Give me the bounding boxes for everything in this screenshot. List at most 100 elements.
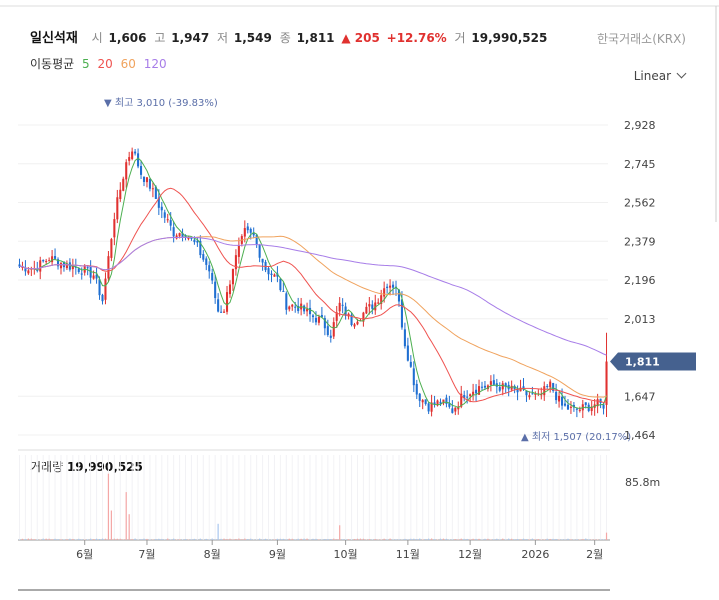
volume-bar bbox=[312, 538, 314, 540]
volume-bar bbox=[193, 538, 196, 540]
candle-body bbox=[578, 409, 581, 411]
candle-body bbox=[442, 399, 445, 404]
volume-bar bbox=[576, 539, 578, 540]
volume-bar bbox=[407, 539, 409, 540]
candle-body bbox=[552, 383, 555, 391]
low-value: 1,549 bbox=[233, 31, 272, 45]
candle-body bbox=[51, 256, 54, 263]
candle-body bbox=[397, 289, 401, 302]
candle-body bbox=[237, 245, 240, 257]
candle-body bbox=[460, 393, 463, 407]
candle-body bbox=[362, 312, 365, 322]
volume-bar bbox=[143, 538, 145, 540]
candle-body bbox=[433, 402, 436, 405]
y-tick-label: 1,647 bbox=[624, 390, 656, 403]
candle-body bbox=[389, 285, 392, 288]
candle-body bbox=[418, 393, 421, 401]
candle-body bbox=[175, 235, 178, 239]
candle-body bbox=[504, 383, 507, 387]
volume-bar bbox=[347, 539, 350, 540]
volume-bar bbox=[321, 539, 323, 540]
volume-bar bbox=[235, 538, 237, 540]
candle-body bbox=[211, 272, 214, 281]
candle-body bbox=[332, 322, 335, 337]
volume-bar bbox=[330, 539, 332, 540]
close-label: 종 bbox=[279, 31, 291, 45]
volume-bar bbox=[549, 538, 551, 540]
candle-body bbox=[255, 234, 258, 245]
candle-body bbox=[392, 284, 395, 288]
volume-bar bbox=[516, 539, 519, 540]
x-tick-label: 12월 bbox=[458, 548, 482, 561]
candle-body bbox=[475, 389, 478, 394]
volume-bar bbox=[463, 538, 465, 540]
volume-bar bbox=[217, 523, 219, 540]
volume-bar bbox=[582, 539, 584, 540]
candle-body bbox=[377, 302, 380, 304]
change-value: ▲ 205 bbox=[341, 31, 380, 45]
candle-body bbox=[199, 240, 202, 256]
volume-bar bbox=[537, 539, 539, 540]
candles bbox=[18, 147, 608, 418]
candle-body bbox=[134, 151, 137, 154]
ma-legend-5: 5 bbox=[82, 57, 90, 71]
x-tick-label: 2월 bbox=[586, 548, 603, 561]
volume-bar bbox=[101, 538, 104, 540]
ma-legend: 이동평균 5 20 60 120 bbox=[30, 55, 171, 72]
volume-bar bbox=[66, 539, 68, 540]
candle-body bbox=[65, 263, 68, 269]
volume-bar bbox=[531, 538, 533, 540]
candle-body bbox=[317, 316, 320, 323]
volume-bar bbox=[594, 539, 596, 540]
candle-body bbox=[243, 228, 246, 237]
volume-bar bbox=[386, 539, 388, 540]
candle-body bbox=[569, 406, 572, 408]
candle-body bbox=[561, 396, 564, 406]
candle-body bbox=[436, 400, 439, 406]
volume-bar bbox=[514, 539, 516, 540]
scale-dropdown-label: Linear bbox=[633, 69, 671, 83]
candle-body bbox=[534, 393, 537, 395]
candle-body bbox=[584, 402, 587, 405]
candle-body bbox=[406, 345, 409, 361]
volume-bar bbox=[131, 539, 133, 540]
candle-body bbox=[113, 219, 116, 238]
candle-body bbox=[231, 268, 234, 285]
candle-body bbox=[472, 391, 475, 396]
volume-bar bbox=[543, 539, 545, 540]
volume-bar bbox=[392, 539, 394, 540]
volume-bar bbox=[502, 538, 504, 540]
candle-body bbox=[555, 391, 558, 401]
candle-body bbox=[566, 404, 570, 410]
candle-body bbox=[445, 397, 448, 404]
candle-body bbox=[353, 324, 356, 327]
y-tick-label: 2,196 bbox=[624, 274, 656, 287]
candle-body bbox=[125, 162, 128, 180]
volume-bar bbox=[167, 538, 169, 540]
volume-bar bbox=[294, 539, 296, 540]
volume-bar bbox=[395, 539, 397, 540]
candle-body bbox=[258, 244, 261, 258]
candle-body bbox=[154, 186, 157, 199]
candle-body bbox=[371, 304, 374, 309]
candle-body bbox=[131, 151, 134, 159]
scale-dropdown[interactable]: Linear bbox=[633, 68, 687, 83]
volume-bar bbox=[116, 538, 118, 540]
candle-body bbox=[89, 266, 92, 278]
volume-bar bbox=[505, 539, 507, 540]
candle-body bbox=[279, 278, 282, 291]
volume-bar bbox=[184, 539, 187, 540]
volume-bar bbox=[457, 539, 459, 540]
candle-body bbox=[86, 267, 89, 269]
volume-bar bbox=[104, 538, 107, 540]
ma-5-line bbox=[19, 157, 607, 410]
candle-body bbox=[386, 286, 389, 289]
volume-bar bbox=[250, 538, 252, 540]
y-tick-label: 2,379 bbox=[624, 235, 656, 248]
candle-body bbox=[599, 398, 602, 403]
volume-bar bbox=[499, 539, 501, 540]
candle-body bbox=[223, 311, 226, 313]
volume-bar bbox=[478, 538, 480, 540]
volume-grid bbox=[18, 455, 608, 540]
